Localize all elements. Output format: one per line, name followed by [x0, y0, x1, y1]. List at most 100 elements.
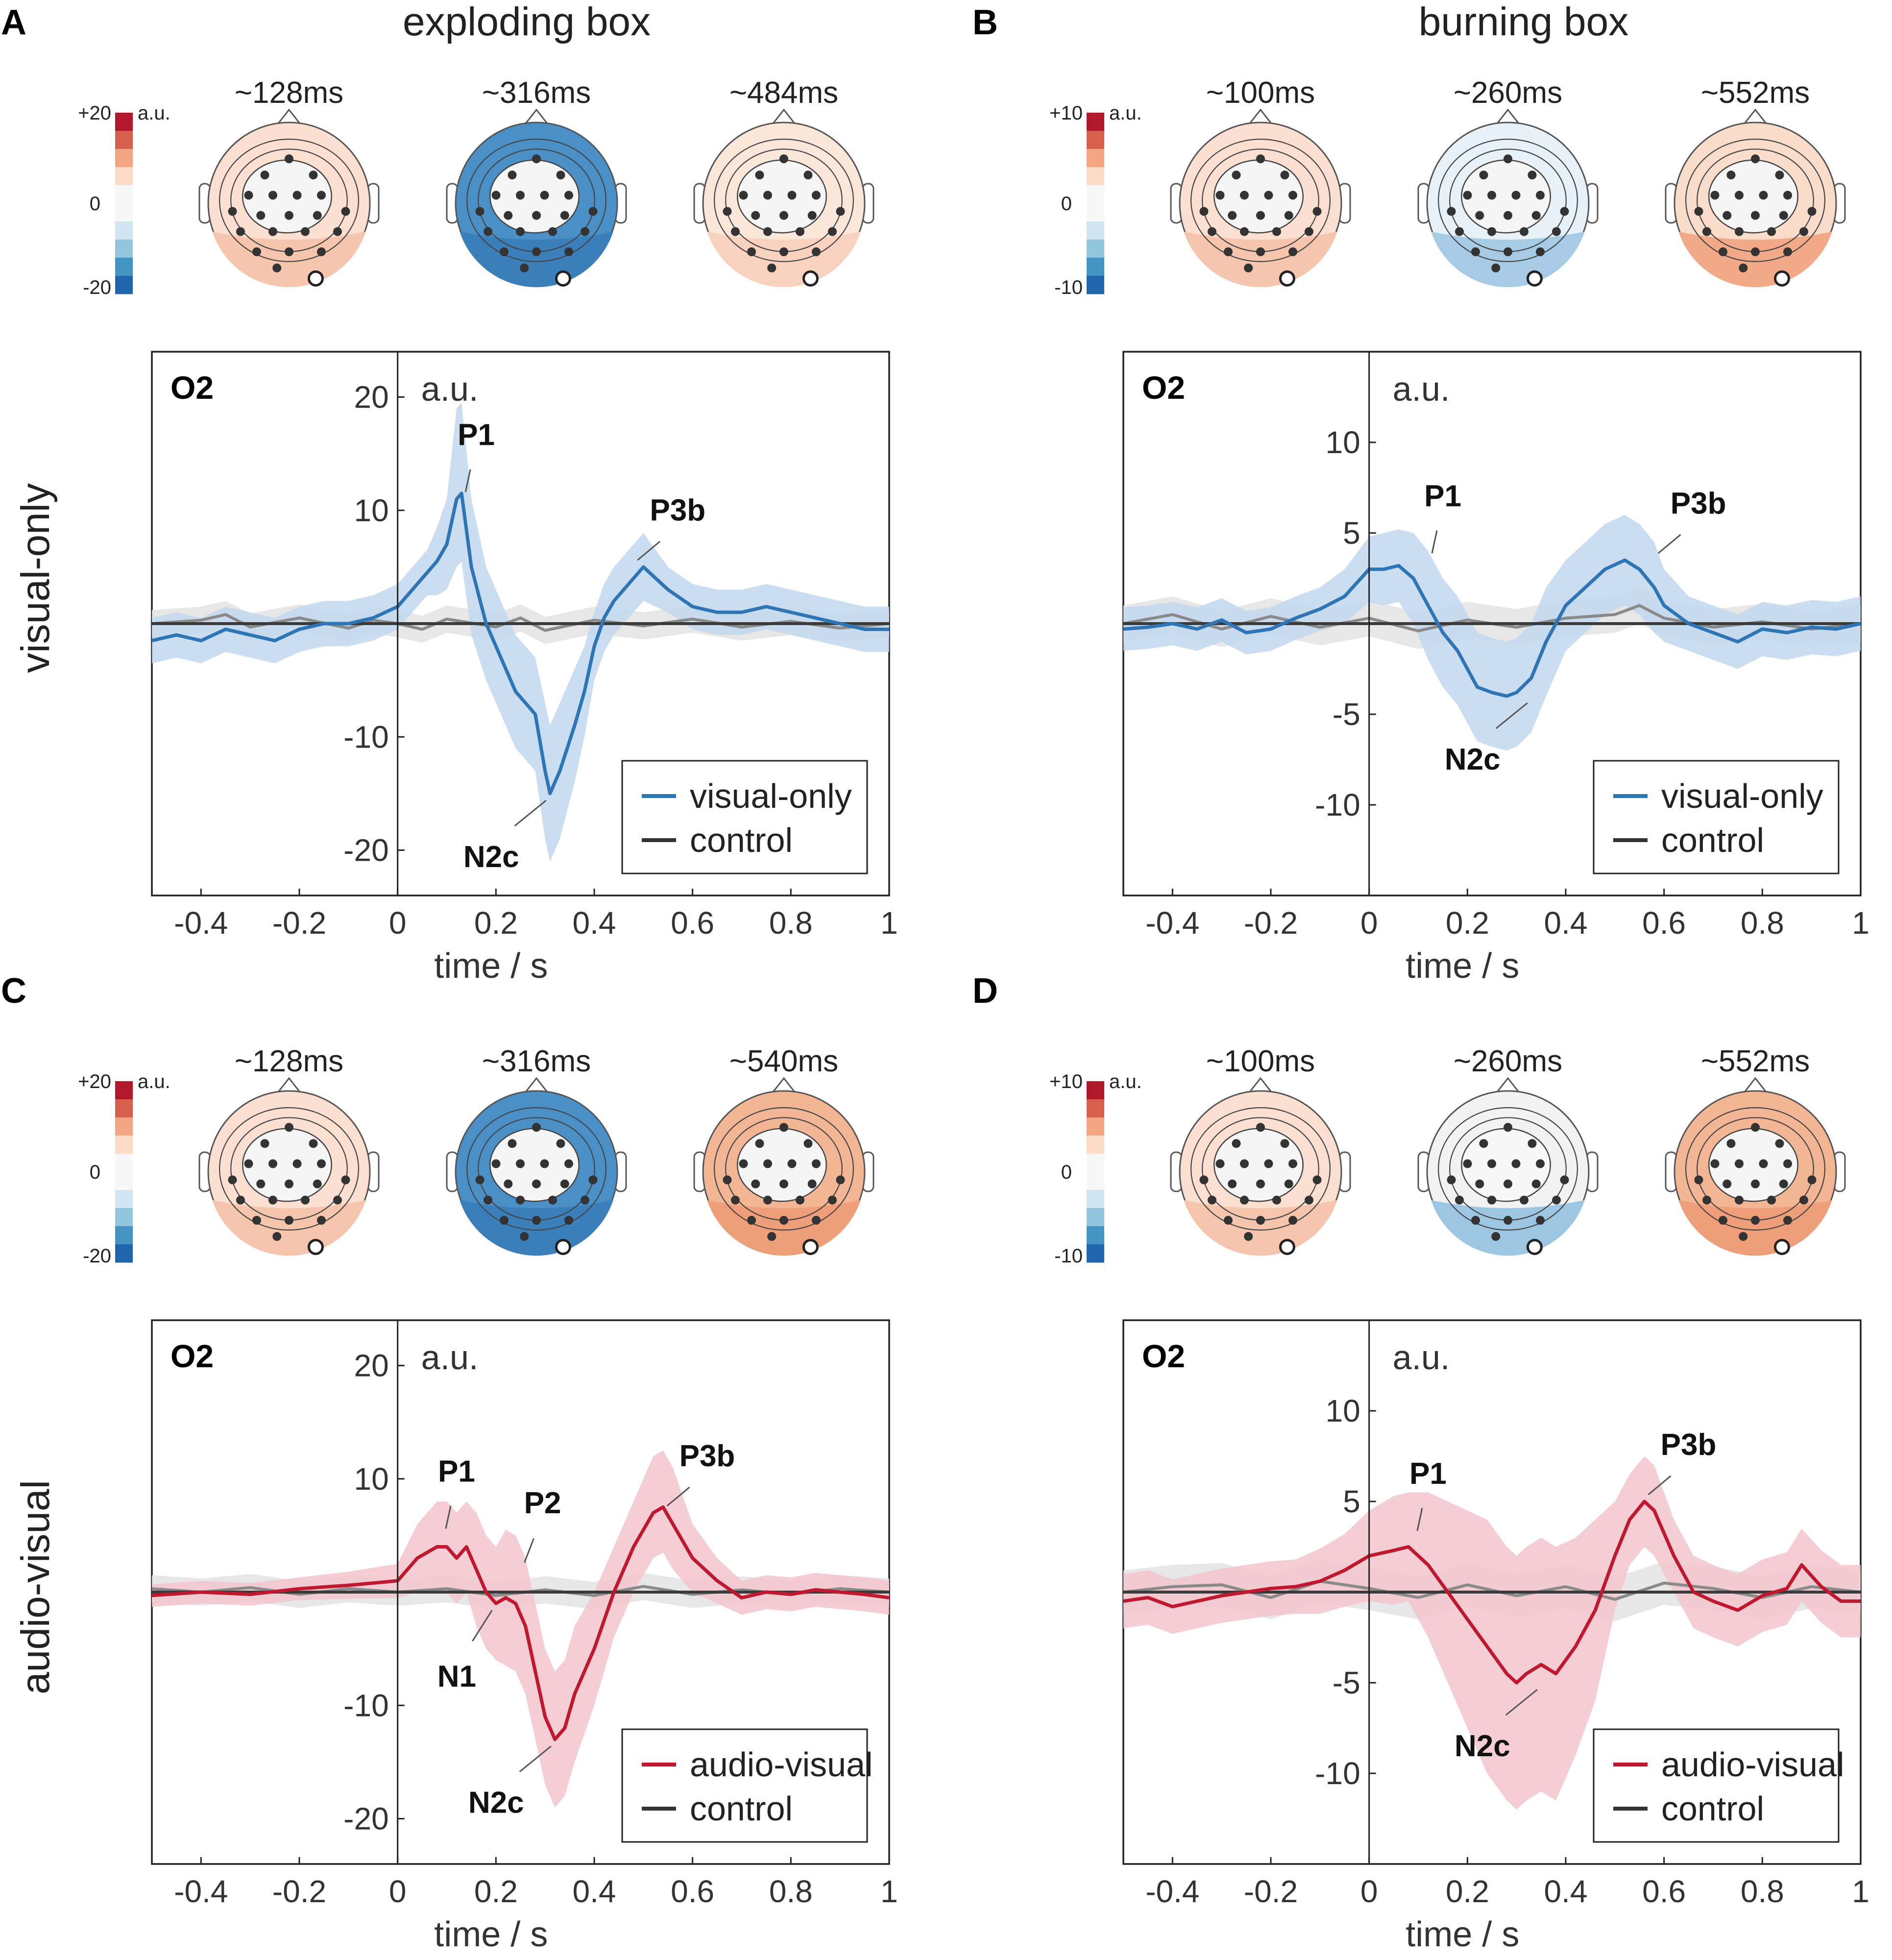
- topomap-electrode: [1504, 1179, 1512, 1188]
- y-tick-label: -10: [343, 1688, 389, 1723]
- x-tick-label: 1: [880, 905, 898, 941]
- topomap-o2-marker: [1773, 1238, 1790, 1255]
- channel-label: O2: [1142, 369, 1185, 406]
- topomap-electrode: [564, 247, 573, 256]
- topomap: ~316ms: [446, 76, 627, 288]
- topomap-electrode: [1288, 247, 1297, 256]
- topomap-electrode: [1783, 191, 1792, 200]
- topomap-electrode: [285, 211, 293, 220]
- topomap-electrode: [333, 1195, 342, 1205]
- topomap-electrode: [731, 1195, 740, 1205]
- topomap-electrode: [1702, 227, 1711, 236]
- topomap-electrode: [1735, 1195, 1744, 1205]
- annotation-leader: [519, 1745, 552, 1772]
- topomap-electrode: [268, 1195, 277, 1205]
- audio-visual-trace: [152, 1505, 889, 1742]
- topomap-lower-band: [707, 1200, 861, 1256]
- topomap-electrode: [763, 1159, 772, 1168]
- y-tick-label: 5: [1343, 515, 1360, 551]
- audio-visual-band: [1123, 1456, 1861, 1810]
- topomap-electrode: [1504, 1216, 1512, 1225]
- topomap-lower-band: [1184, 231, 1337, 288]
- topomap-electrode: [1739, 264, 1748, 272]
- colorbar-min-label: -10: [1054, 1245, 1083, 1267]
- plot-data: [1123, 515, 1861, 750]
- topomap-contour: [1190, 139, 1331, 262]
- colorbar-segment: [1087, 113, 1104, 131]
- panel-letter-D: D: [972, 971, 998, 1011]
- topomap-electrode: [739, 1159, 748, 1168]
- topomap-electrode: [313, 1179, 322, 1188]
- x-tick-label: 0.4: [573, 1874, 616, 1909]
- topomap-electrode: [1694, 207, 1703, 216]
- topomap-electrode: [292, 1159, 302, 1168]
- topomap-electrode: [836, 1175, 845, 1185]
- topomap-o2-marker: [1279, 270, 1295, 287]
- topomap-electrode: [763, 191, 772, 200]
- topomap-nose: [1744, 1077, 1767, 1092]
- topomap-electrode: [256, 1179, 266, 1188]
- topomap-electrode: [1305, 227, 1313, 236]
- colorbar-segment: [115, 276, 133, 294]
- topomap-electrode: [1487, 1159, 1496, 1168]
- colorbar-segment: [115, 1172, 133, 1190]
- peak-label-N2c: N2c: [468, 1786, 524, 1820]
- topomap-nose: [1744, 108, 1767, 124]
- topomap-electrode: [812, 1216, 821, 1225]
- topomap-electrode: [1719, 1216, 1727, 1225]
- colorbar-segment: [1087, 1208, 1104, 1227]
- colorbar-segment: [115, 167, 133, 186]
- topomap-electrode: [1726, 1139, 1736, 1148]
- topomap: ~552ms: [1665, 76, 1846, 288]
- topomap-electrode: [301, 1195, 310, 1205]
- topomap-electrode: [1256, 211, 1265, 220]
- panel-letter-B: B: [972, 3, 998, 42]
- topomap-contour: [1438, 1107, 1578, 1231]
- colorbar-segment: [1087, 167, 1104, 186]
- topomap-electrode: [581, 227, 589, 236]
- topomap-electrode: [532, 154, 541, 164]
- colorbar-segment: [115, 1226, 133, 1245]
- legend-box: [1593, 760, 1840, 874]
- topomap-electrode: [1751, 247, 1760, 256]
- topomap-electrode: [1228, 211, 1237, 220]
- topomap-electrode: [1312, 1175, 1322, 1185]
- x-axis-label: time / s: [1406, 1915, 1519, 1954]
- topomap-contour: [713, 139, 854, 262]
- topomap-contour: [1438, 139, 1578, 262]
- topomap-electrode: [1288, 1159, 1297, 1168]
- topomap-contour: [1685, 139, 1826, 262]
- peak-label-N1: N1: [437, 1660, 476, 1694]
- topomap-electrode: [1487, 191, 1496, 200]
- topomap-electrode: [548, 1195, 557, 1205]
- x-tick-label: 0: [389, 905, 407, 941]
- topomap-electrode: [1447, 1175, 1456, 1185]
- topomap-electrode: [588, 1175, 598, 1185]
- topomap-electrode: [516, 191, 525, 200]
- topomap-electrode: [508, 1139, 517, 1148]
- topomap-electrode: [1504, 211, 1512, 220]
- topomap-electrode: [1536, 1159, 1545, 1168]
- topomap-electrode: [268, 191, 277, 200]
- topomap-electrode: [1215, 191, 1225, 200]
- annotation-leader: [1431, 530, 1438, 554]
- legend-label-audio-visual: audio-visual: [690, 1745, 873, 1784]
- x-tick-label: 0: [389, 1874, 407, 1909]
- y-tick-label: -5: [1333, 697, 1360, 732]
- topomap-electrode: [1552, 227, 1561, 236]
- topomap-electrode: [1807, 207, 1817, 216]
- colorbar-max-label: +10: [1049, 1071, 1083, 1092]
- x-tick-label: -0.4: [174, 905, 228, 941]
- topomap-electrode: [812, 191, 821, 200]
- topomap-electrode: [779, 211, 788, 220]
- topomap-time-label: ~484ms: [729, 76, 838, 110]
- topomap-time-label: ~100ms: [1206, 1044, 1315, 1078]
- y-tick-label: -10: [1315, 787, 1360, 823]
- annotation-leader: [445, 1505, 452, 1529]
- colorbar-segment: [1087, 131, 1104, 149]
- topomap-electrode: [236, 227, 245, 236]
- x-tick-label: 0.2: [1446, 905, 1489, 941]
- topomap-lower-band: [1184, 1200, 1337, 1256]
- topomap-electrode: [1511, 191, 1521, 200]
- topomap-electrode: [787, 191, 797, 200]
